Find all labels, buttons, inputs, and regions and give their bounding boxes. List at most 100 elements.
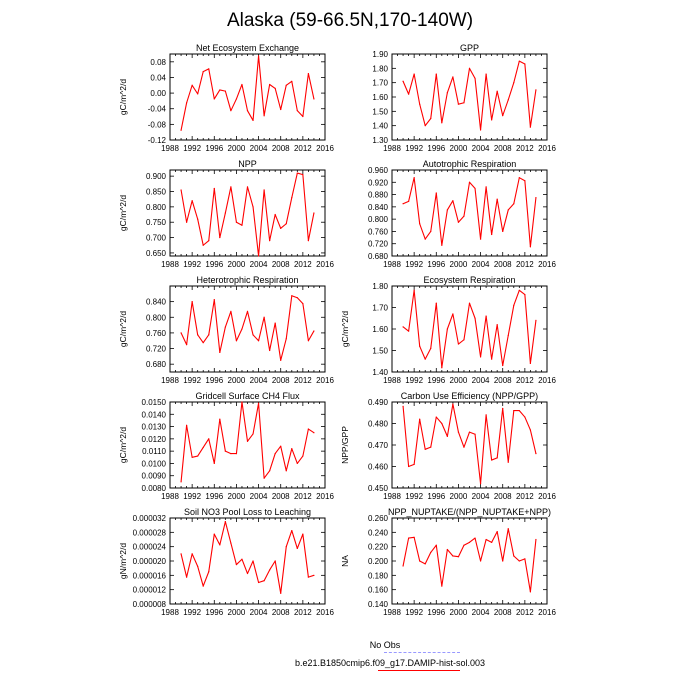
data-point [263, 189, 265, 191]
data-point [219, 351, 221, 354]
data-point [474, 317, 476, 319]
data-point [479, 483, 482, 485]
data-point [241, 328, 243, 330]
data-point [513, 555, 515, 557]
data-point [269, 470, 271, 472]
data-point [419, 223, 421, 225]
data-point [446, 209, 448, 211]
x-tick-label: 2004 [472, 608, 490, 617]
data-point [413, 177, 415, 179]
data-point [529, 362, 531, 364]
data-point [474, 77, 476, 79]
x-tick-label: 2016 [538, 376, 556, 385]
panel-title: NPP_NUPTAKE/(NPP_NUPTAKE+NPP) [388, 507, 551, 517]
series-line [180, 295, 315, 361]
panel-title: Ecosystem Respiration [423, 275, 515, 285]
data-point [280, 227, 282, 229]
y-tick-label: 0.720 [146, 345, 167, 354]
x-tick-label: 2016 [538, 608, 556, 617]
data-point [186, 221, 188, 223]
plot-frame [169, 285, 326, 373]
data-point [468, 541, 471, 543]
series-line [402, 177, 537, 248]
data-point [446, 328, 448, 330]
data-point [230, 186, 232, 188]
data-point [257, 402, 260, 404]
data-point [296, 547, 298, 550]
x-tick-label: 1996 [427, 608, 445, 617]
panel-title: Heterotrophic Respiration [196, 275, 298, 285]
x-tick-label: 1988 [383, 492, 401, 501]
data-point [413, 536, 415, 538]
data-point [529, 429, 531, 431]
data-point [529, 591, 531, 593]
data-point [435, 302, 437, 304]
y-tick-label: 0.260 [368, 514, 389, 523]
data-point [307, 428, 309, 430]
x-tick-label: 2012 [294, 376, 312, 385]
panel-6: Ecosystem Respiration gC/m^2/d 1988 1992 199… [340, 275, 556, 385]
panel-title: Soil NO3 Pool Loss to Leaching [184, 507, 311, 517]
data-point [524, 63, 526, 65]
x-tick-label: 1992 [183, 144, 201, 153]
data-point [430, 117, 432, 120]
data-point [213, 533, 215, 535]
y-tick-label: 0.800 [146, 313, 167, 322]
data-point [457, 556, 460, 558]
data-point [424, 448, 426, 450]
x-tick-label: 1996 [205, 260, 223, 269]
data-point [257, 340, 260, 342]
y-tick-label: 0.840 [146, 298, 167, 307]
data-point [468, 431, 471, 433]
data-point [224, 520, 226, 523]
data-point [485, 73, 487, 75]
legend-model-line [378, 670, 460, 671]
data-point [441, 422, 443, 425]
data-point [257, 581, 260, 584]
data-point [274, 322, 276, 324]
y-tick-label: 1.70 [372, 79, 388, 88]
y-tick-label: 0.04 [150, 73, 166, 82]
panel-5: Heterotrophic Respiration gC/m^2/d 1988 199… [118, 275, 334, 385]
y-tick-label: 0.200 [368, 557, 389, 566]
data-point [263, 115, 265, 117]
series-line [402, 528, 537, 593]
series-line [402, 289, 537, 369]
y-axis-label: gC/m^2/d [118, 195, 128, 231]
y-tick-label: 0.140 [368, 600, 389, 609]
data-point [213, 98, 215, 100]
data-point [402, 405, 404, 407]
data-point [180, 332, 182, 334]
y-tick-label: 0.880 [368, 191, 389, 200]
data-point [180, 481, 182, 483]
y-tick-label: 1.50 [372, 347, 388, 356]
data-point [224, 326, 226, 328]
data-point [496, 324, 498, 326]
panel-4: Autotrophic Respiration 1988 1992 1996 2000 2… [368, 159, 556, 269]
y-tick-label: 0.0120 [142, 435, 167, 444]
data-point [230, 110, 232, 112]
y-tick-label: 0.470 [368, 441, 389, 450]
x-tick-label: 1996 [427, 144, 445, 153]
y-tick-label: 0.760 [368, 227, 389, 236]
data-point [219, 89, 221, 91]
y-tick-label: 0.0100 [142, 459, 167, 468]
data-point [246, 310, 249, 313]
x-tick-label: 2012 [294, 492, 312, 501]
data-point [463, 544, 465, 546]
y-tick-label: 0.480 [368, 420, 389, 429]
data-point [424, 125, 426, 127]
data-point [291, 80, 293, 82]
x-tick-label: 2008 [272, 144, 290, 153]
x-tick-label: 1996 [205, 492, 223, 501]
y-tick-label: 0.900 [146, 172, 167, 181]
panel-2: GPP 1988 1992 1996 2000 2004 2008 2012 2016 1.30 1… [372, 43, 556, 153]
data-point [502, 407, 504, 410]
data-point [257, 255, 260, 257]
data-point [441, 244, 443, 246]
data-point [219, 544, 221, 546]
x-tick-label: 2004 [250, 608, 268, 617]
x-tick-label: 1988 [383, 608, 401, 617]
data-point [457, 431, 460, 433]
data-point [191, 301, 193, 303]
